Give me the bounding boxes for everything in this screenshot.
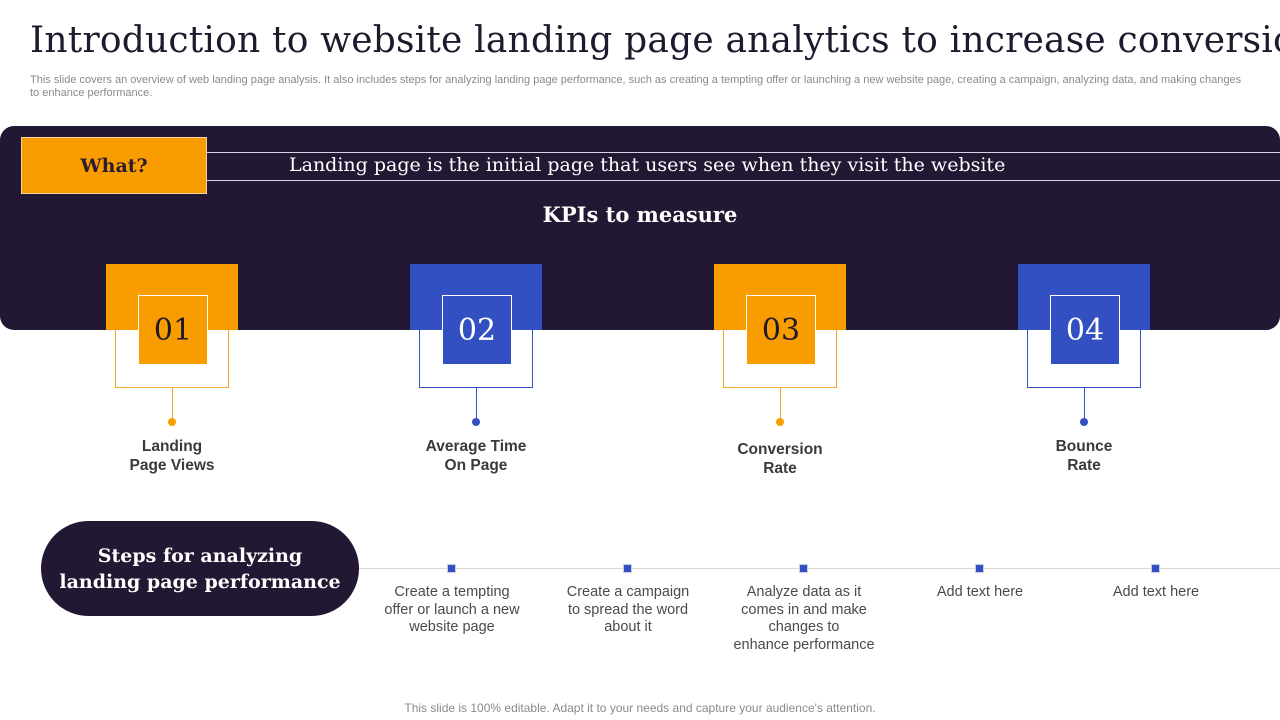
step-text-1: Create a tempting offer or launch a new … [372, 584, 532, 637]
what-description: Landing page is the initial page that us… [289, 154, 1006, 176]
step-text-line: Analyze data as it [746, 584, 862, 600]
kpi-heading: KPIs to measure [542, 202, 738, 227]
steps-heading-pill: Steps for analyzing landing page perform… [41, 521, 359, 616]
page-title: Introduction to website landing page ana… [30, 20, 1280, 61]
what-divider-top [207, 152, 1280, 153]
kpi-number: 03 [746, 295, 816, 365]
kpi-dot [776, 418, 784, 426]
step-text-2: Create a campaign to spread the word abo… [548, 584, 708, 637]
kpi-connector [476, 388, 477, 422]
kpi-label: Average Time On Page [370, 437, 582, 475]
kpi-label: Bounce Rate [978, 437, 1190, 475]
kpi-label-line: Page Views [129, 457, 215, 474]
kpi-label-line: Conversion [737, 441, 823, 458]
kpi-number: 04 [1050, 295, 1120, 365]
kpi-number: 01 [138, 295, 208, 365]
step-marker [799, 564, 808, 573]
page-subtitle: This slide covers an overview of web lan… [30, 74, 1242, 99]
step-text-line: Create a campaign [566, 584, 690, 600]
kpi-label: Conversion Rate [674, 440, 886, 478]
step-text-line: enhance performance [733, 636, 875, 653]
step-text-5: Add text here [1076, 584, 1236, 602]
kpi-label-line: Average Time [425, 438, 527, 455]
kpi-label-line: Landing [141, 438, 203, 455]
kpi-card-outline [1027, 330, 1141, 388]
step-marker [1151, 564, 1160, 573]
step-marker [623, 564, 632, 573]
step-text-line: to spread the word [567, 601, 689, 618]
kpi-connector [172, 388, 173, 422]
kpi-label-line: Rate [1067, 457, 1101, 474]
step-text-line: offer or launch a new [384, 601, 520, 618]
step-text-line: about it [604, 619, 652, 635]
steps-timeline [359, 568, 1280, 569]
steps-heading-line: landing page performance [59, 570, 341, 593]
kpi-dot [472, 418, 480, 426]
footer-note: This slide is 100% editable. Adapt it to… [404, 701, 876, 715]
step-text-line: Add text here [1112, 584, 1200, 600]
kpi-number: 02 [442, 295, 512, 365]
kpi-label-line: On Page [444, 457, 508, 474]
step-text-3: Analyze data as it comes in and make cha… [724, 584, 884, 654]
step-text-line: website page [409, 619, 495, 635]
kpi-connector [1084, 388, 1085, 422]
what-label-box: What? [21, 137, 207, 194]
kpi-dot [168, 418, 176, 426]
kpi-connector [780, 388, 781, 422]
kpi-dot [1080, 418, 1088, 426]
kpi-label-line: Bounce [1055, 438, 1113, 455]
step-marker [447, 564, 456, 573]
kpi-label: Landing Page Views [66, 437, 278, 475]
step-marker [975, 564, 984, 573]
step-text-line: changes to [768, 619, 840, 635]
what-divider-bottom [207, 180, 1280, 181]
step-text-4: Add text here [900, 584, 1060, 602]
step-text-line: comes in and make [741, 601, 867, 618]
steps-heading-line: Steps for analyzing [97, 544, 303, 567]
step-text-line: Add text here [936, 584, 1024, 600]
step-text-line: Create a tempting [394, 584, 510, 600]
kpi-label-line: Rate [763, 460, 797, 477]
